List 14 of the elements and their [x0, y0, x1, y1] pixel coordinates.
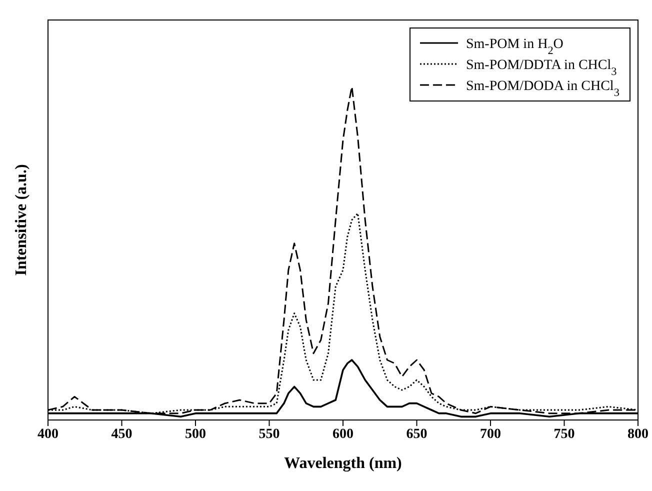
- x-tick-label: 500: [185, 426, 206, 442]
- y-axis-title: Intensitive (a.u.): [13, 164, 30, 276]
- x-tick-label: 700: [480, 426, 501, 442]
- x-tick-label: 750: [554, 426, 575, 442]
- legend-label: Sm-POM in H$_{2}$O: [466, 37, 564, 57]
- x-tick-label: 400: [38, 426, 58, 442]
- x-tick-label: 450: [111, 426, 132, 442]
- x-axis-title: Wavelength (nm): [284, 455, 402, 472]
- x-tick-label: 550: [258, 426, 280, 442]
- x-tick-label: 600: [332, 426, 354, 442]
- x-tick-label: 650: [406, 426, 428, 442]
- legend-label: Sm-POM/DODA in CHCl$_{3}$: [466, 79, 620, 99]
- x-tick-label: 800: [628, 426, 648, 442]
- legend-label: Sm-POM/DDTA in CHCl$_{3}$: [466, 58, 618, 78]
